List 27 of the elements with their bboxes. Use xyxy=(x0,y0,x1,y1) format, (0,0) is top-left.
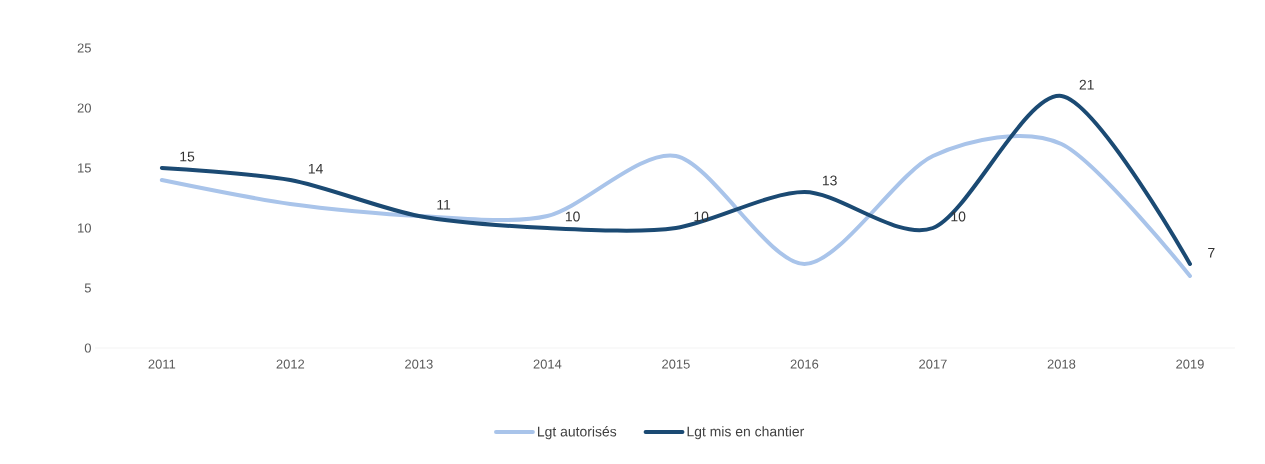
x-tick-label: 2015 xyxy=(662,359,690,369)
data-label: 15 xyxy=(180,151,195,162)
y-tick-label: 5 xyxy=(84,283,91,293)
line-series xyxy=(159,94,1192,266)
x-tick-label: 2012 xyxy=(276,359,305,369)
y-tick-label: 0 xyxy=(84,343,91,353)
data-label: 10 xyxy=(694,211,709,222)
x-tick-label: 2013 xyxy=(405,359,433,369)
y-tick-label: 20 xyxy=(77,103,91,113)
data-label: 7 xyxy=(1208,247,1215,258)
x-tick-label: 2017 xyxy=(919,359,947,369)
legend-label: Lgt autorisés xyxy=(538,426,617,440)
x-tick-label: 2019 xyxy=(1176,359,1204,369)
x-tick-label: 2018 xyxy=(1047,359,1076,369)
x-tick-label: 2011 xyxy=(148,359,176,369)
x-tick-label: 2016 xyxy=(790,359,819,369)
data-label: 14 xyxy=(308,163,323,174)
y-tick-label: 15 xyxy=(78,163,91,173)
y-tick-label: 10 xyxy=(78,223,91,233)
y-tick-label: 25 xyxy=(77,43,91,53)
data-label: 21 xyxy=(1079,79,1094,90)
data-label: 10 xyxy=(565,211,580,222)
x-tick-label: 2014 xyxy=(533,359,562,369)
legend-label: Lgt mis en chantier xyxy=(687,426,805,440)
data-label: 13 xyxy=(822,175,837,186)
data-label: 11 xyxy=(437,199,451,210)
data-label: 10 xyxy=(951,211,966,222)
